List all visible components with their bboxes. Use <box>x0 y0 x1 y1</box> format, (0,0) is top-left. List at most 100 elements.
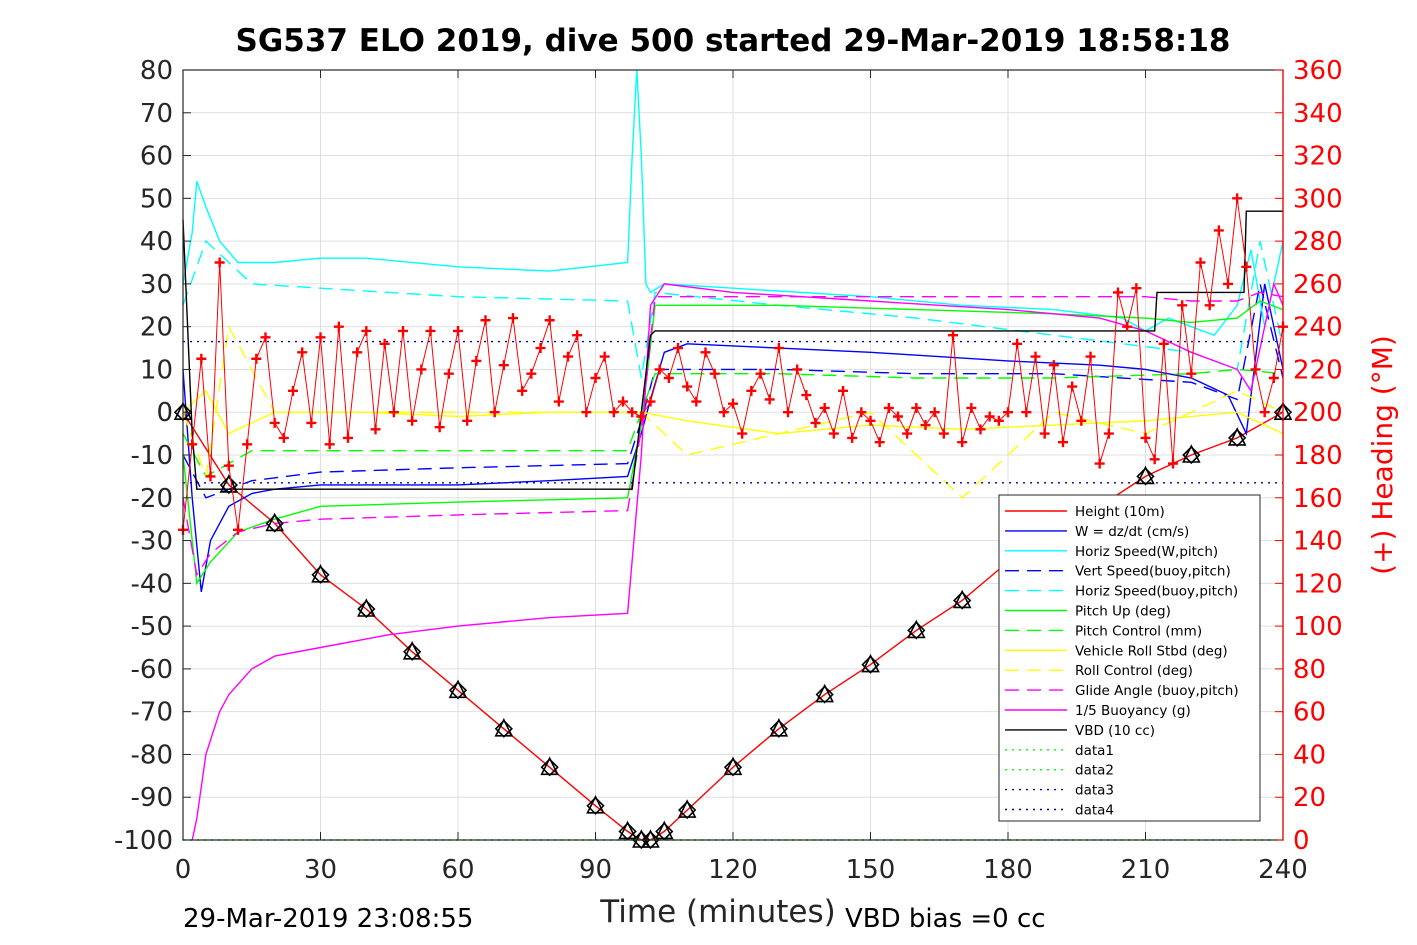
x-tick-label: 150 <box>846 855 896 885</box>
y2-tick-label: 40 <box>1293 740 1326 770</box>
heading-marker <box>1149 454 1160 465</box>
chart-title: SG537 ELO 2019, dive 500 started 29-Mar-… <box>236 23 1231 59</box>
y-tick-label: 10 <box>140 355 173 385</box>
depth-marker-diamond <box>953 591 972 610</box>
depth-marker-diamond <box>641 830 660 850</box>
heading-marker <box>544 315 555 326</box>
heading-marker <box>553 396 564 407</box>
heading-marker <box>948 330 958 341</box>
legend-label: data2 <box>1075 763 1114 779</box>
y-tick-label: -20 <box>131 484 173 514</box>
heading-marker <box>462 415 473 426</box>
heading-marker <box>957 437 968 448</box>
y-tick-label: 70 <box>140 99 173 129</box>
y2-tick-label: 60 <box>1293 698 1326 728</box>
heading-marker <box>773 343 784 354</box>
heading-marker <box>1177 300 1188 311</box>
heading-marker <box>1094 458 1105 469</box>
heading-marker <box>379 338 390 349</box>
depth-marker-triangle <box>1227 427 1247 446</box>
heading-marker <box>608 407 619 418</box>
y-tick-label: 80 <box>140 56 173 86</box>
heading-markers <box>178 193 1288 535</box>
heading-marker <box>1204 300 1215 311</box>
heading-marker <box>288 385 298 396</box>
x-tick-label: 30 <box>304 855 337 885</box>
y2-tick-label: 300 <box>1293 184 1343 214</box>
depth-marker-diamond <box>678 800 697 820</box>
x-axis-label: Time (minutes) <box>599 894 835 930</box>
depth-marker-diamond <box>540 758 559 777</box>
x-tick-label: 120 <box>708 855 758 885</box>
x-tick-label: 210 <box>1121 855 1171 885</box>
series-glide-angle-buoy-pitch <box>182 291 1284 577</box>
heading-marker <box>847 432 858 443</box>
heading-marker <box>590 373 601 383</box>
y-tick-label: 30 <box>140 270 173 300</box>
heading-marker <box>297 347 308 358</box>
y-tick-label: 60 <box>140 142 173 172</box>
heading-marker <box>223 460 234 471</box>
y-tick-label: -100 <box>114 826 173 856</box>
depth-marker-diamond <box>723 758 743 777</box>
heading-marker <box>764 394 775 405</box>
heading-marker <box>1085 351 1096 362</box>
x-tick-label: 180 <box>983 855 1033 885</box>
depth-marker-diamond <box>1228 428 1247 448</box>
heading-marker <box>361 325 372 336</box>
y2-tick-label: 340 <box>1293 99 1343 129</box>
heading-marker <box>1195 257 1206 268</box>
y2-tick-label: 240 <box>1293 313 1343 343</box>
y2-tick-label: 140 <box>1293 527 1343 557</box>
heading-marker <box>1021 407 1032 418</box>
legend-label: Glide Angle (buoy,pitch) <box>1075 683 1239 699</box>
heading-marker <box>1223 278 1233 289</box>
heading-marker <box>755 368 766 379</box>
depth-marker-diamond <box>448 681 468 700</box>
heading-marker <box>1213 225 1224 236</box>
heading-marker <box>636 411 647 422</box>
depth-marker-diamond <box>861 655 880 674</box>
heading-marker <box>352 347 363 358</box>
heading-marker <box>599 351 610 362</box>
legend-label: W = dz/dt (cm/s) <box>1075 524 1189 540</box>
heading-marker <box>920 420 931 431</box>
y-tick-label: -90 <box>131 783 173 813</box>
legend-label: Roll Control (deg) <box>1075 663 1193 679</box>
heading-marker <box>187 439 198 450</box>
heading-marker <box>1131 283 1142 294</box>
y-tick-label: 0 <box>156 398 173 428</box>
heading-marker <box>1250 364 1261 375</box>
legend-label: Horiz Speed(buoy,pitch) <box>1075 584 1238 600</box>
heading-marker <box>1003 407 1013 418</box>
heading-marker <box>1268 373 1279 383</box>
heading-marker <box>425 325 436 336</box>
heading-marker <box>233 524 243 535</box>
series-1-5-buoyancy-g <box>191 281 1284 841</box>
heading-marker <box>434 422 445 433</box>
x-tick-label: 240 <box>1258 855 1308 885</box>
heading-marker <box>214 257 225 268</box>
y-tick-label: -60 <box>131 655 173 685</box>
heading-marker <box>810 417 821 428</box>
legend-label: data3 <box>1075 783 1114 799</box>
heading-marker <box>673 343 683 354</box>
heading-marker <box>471 355 482 366</box>
right-axis-label: (+) Heading (°M) <box>1366 335 1399 575</box>
depth-marker-diamond <box>815 685 834 704</box>
heading-marker <box>489 407 500 418</box>
legend-label: Vehicle Roll Stbd (deg) <box>1075 643 1228 659</box>
legend-label: Pitch Control (mm) <box>1075 623 1202 639</box>
y2-tick-label: 0 <box>1293 826 1310 856</box>
heading-marker <box>407 415 418 426</box>
y-tick-label: -30 <box>131 527 173 557</box>
heading-marker <box>1232 193 1243 204</box>
heading-marker <box>911 402 922 413</box>
legend-label: Horiz Speed(W,pitch) <box>1075 544 1218 560</box>
heading-marker <box>783 407 793 418</box>
heading-marker <box>416 364 427 375</box>
heading-marker <box>1168 458 1178 469</box>
heading-marker <box>828 428 839 439</box>
depth-marker-diamond <box>311 565 330 584</box>
heading-marker <box>1158 338 1169 349</box>
